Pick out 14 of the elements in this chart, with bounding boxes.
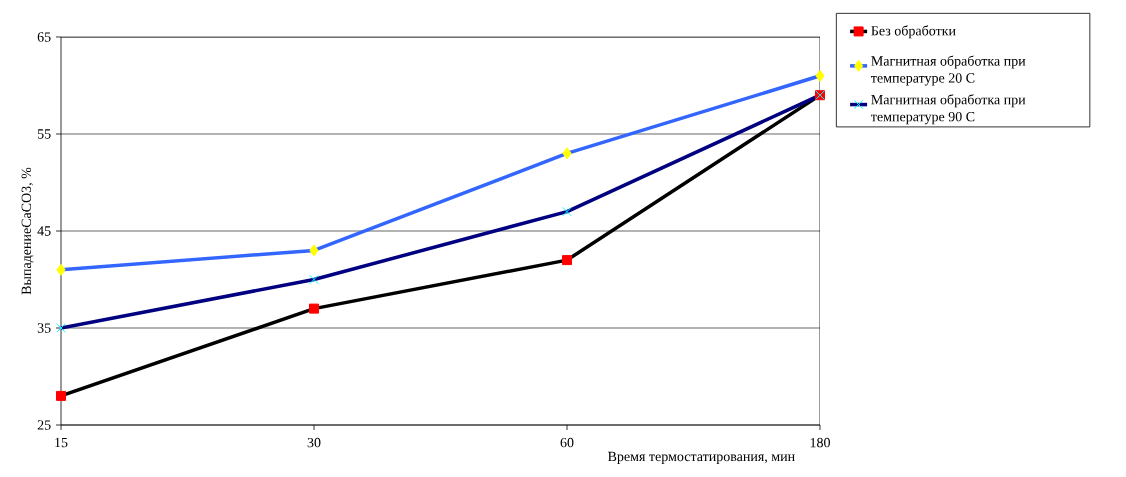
- legend-label: Магнитная обработка при температуре 90 C: [871, 94, 1026, 125]
- legend-label: Магнитная обработка при температуре 20 C: [871, 55, 1026, 86]
- y-axis-title: ВыпадениеCaCO3, %: [21, 167, 34, 295]
- y-tick-label: 25: [37, 420, 51, 430]
- y-tick-label: 35: [37, 323, 51, 333]
- x-tick-label: 180: [810, 437, 830, 448]
- x-tick-label: 30: [307, 437, 321, 448]
- y-tick-label: 65: [37, 32, 51, 42]
- y-tick-label: 45: [37, 226, 51, 236]
- x-tick-label: 60: [560, 437, 574, 448]
- y-tick-label: 55: [37, 129, 51, 139]
- x-tick-label: 15: [55, 437, 68, 448]
- x-axis-title: Время термостатирования, мин: [607, 451, 795, 465]
- legend-label: Без обработки: [871, 25, 956, 39]
